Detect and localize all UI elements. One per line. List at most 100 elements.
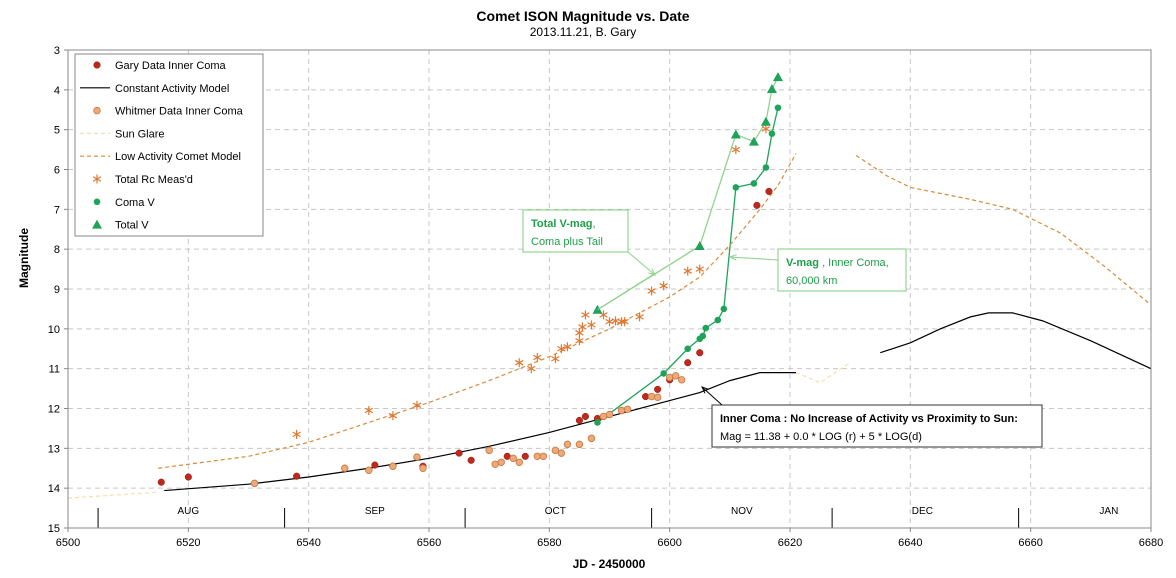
month-label: SEP <box>365 506 385 517</box>
total-rc-meas-d-point <box>575 336 584 346</box>
y-tick-label: 3 <box>54 45 60 57</box>
gary-data-inner-coma-point <box>455 449 463 457</box>
legend-label: Total Rc Meas'd <box>115 174 193 186</box>
gary-data-inner-coma-point <box>575 416 583 425</box>
v-mag-rest: , Inner Coma, <box>819 257 889 269</box>
v-mag-arrow <box>729 256 779 261</box>
whitmer-data-inner-coma-point <box>587 434 596 443</box>
gary-data-inner-coma-point <box>293 472 301 480</box>
x-tick-label: 6560 <box>417 537 441 549</box>
total-rc-meas-d-point <box>731 145 741 155</box>
total-v-point <box>760 116 771 126</box>
whitmer-data-inner-coma-point <box>557 449 566 457</box>
x-tick-label: 6640 <box>898 537 922 549</box>
x-tick-label: 6600 <box>657 537 681 549</box>
total-rc-meas-d-legend-swatch <box>92 174 102 184</box>
x-tick-label: 6500 <box>56 537 80 549</box>
month-label: OCT <box>545 506 566 517</box>
whitmer-data-inner-coma-point <box>419 464 427 472</box>
legend-label: Whitmer Data Inner Coma <box>115 106 244 118</box>
month-label: DEC <box>912 506 933 517</box>
total-rc-meas-d-point <box>659 281 668 291</box>
total-v-bold: Total V-mag <box>531 218 593 230</box>
month-band: AUG SEP OCT NOV DEC JAN <box>97 506 1118 528</box>
x-tick-label: 6540 <box>296 537 320 549</box>
whitmer-data-inner-coma-point <box>671 372 680 380</box>
whitmer-data-inner-coma-point <box>497 458 505 466</box>
gary-data-inner-coma-point <box>581 412 589 421</box>
coma-v-point <box>720 305 728 313</box>
gary-data-inner-coma-point <box>753 201 761 209</box>
legend-label: Total V <box>115 220 149 232</box>
whitmer-data-inner-coma-point <box>515 458 523 466</box>
month-label: AUG <box>177 506 199 517</box>
x-tick-label: 6520 <box>176 537 200 549</box>
sun-glare-line <box>795 362 851 384</box>
y-tick-label: 12 <box>48 404 60 416</box>
gary-data-inner-coma-point <box>521 452 529 460</box>
whitmer-data-inner-coma-point <box>605 410 614 419</box>
v-mag-line2: 60,000 km <box>786 275 837 287</box>
y-tick-label: 10 <box>48 324 60 336</box>
total-v-line1: Total V-mag, <box>531 218 596 230</box>
y-tick-label: 8 <box>54 244 60 256</box>
coma-v-point <box>774 104 782 112</box>
total-v-leader <box>597 273 655 311</box>
y-axis-label: Magnitude <box>17 228 31 288</box>
total-rc-meas-d-point <box>635 312 644 322</box>
annotations: Total V-mag, Coma plus Tail V-mag , Inner … <box>522 209 1043 448</box>
month-label: JAN <box>1099 506 1118 517</box>
gary-data-inner-coma-point <box>696 349 704 357</box>
x-tick-label: 6620 <box>778 537 802 549</box>
total-rc-meas-d-point <box>647 286 656 296</box>
gary-data-inner-coma-point <box>684 359 692 367</box>
total-rc-meas-d-point <box>515 358 524 368</box>
total-rc-meas-d-point <box>533 353 542 363</box>
sun-glare-line <box>67 491 159 499</box>
whitmer-data-inner-coma-point <box>509 454 517 462</box>
whitmer-data-inner-coma-point <box>389 462 397 470</box>
total-v-point <box>748 136 759 146</box>
total-rc-meas-d-point <box>388 411 398 421</box>
v-mag-line1: V-mag , Inner Coma, <box>786 257 889 269</box>
total-v-point <box>772 72 783 82</box>
inner-coma-line1: Inner Coma : No Increase of Activity vs … <box>720 413 1018 425</box>
inner-coma-arrow <box>701 386 723 406</box>
coma-v-point <box>684 345 692 353</box>
gary-data-inner-coma-point <box>765 187 773 195</box>
inner-coma-bold: Inner Coma : No Increase of Activity vs … <box>720 413 1018 425</box>
total-v-point <box>766 84 777 94</box>
inner-coma-box <box>711 404 1043 448</box>
whitmer-data-inner-coma-point <box>653 393 662 402</box>
whitmer-data-inner-coma-point <box>341 464 349 472</box>
total-v-point <box>730 129 741 139</box>
month-label: NOV <box>731 506 753 517</box>
y-tick-label: 9 <box>54 284 60 296</box>
v-mag-arrow-head <box>728 254 737 261</box>
legend-label: Gary Data Inner Coma <box>115 60 227 72</box>
coma-v-legend-swatch <box>93 198 101 206</box>
total-v-point <box>694 240 705 250</box>
coma-v-point <box>699 332 707 340</box>
whitmer-data-inner-coma-point <box>413 453 421 461</box>
coma-v-point <box>750 180 758 187</box>
series-layer <box>67 72 1152 499</box>
total-rc-meas-d-point <box>551 354 560 364</box>
v-mag-box <box>777 248 907 292</box>
legend: Gary Data Inner Coma Constant Activity Mo… <box>74 53 264 237</box>
x-axis: 6500 6520 6540 6560 6580 6600 6620 6640 6660 6680 <box>56 528 1163 549</box>
total-v-box <box>522 209 629 253</box>
x-tick-label: 6680 <box>1139 537 1163 549</box>
total-rc-meas-d-point <box>527 364 536 374</box>
whitmer-data-inner-coma-point <box>647 392 656 401</box>
y-tick-label: 5 <box>54 125 60 137</box>
gary-data-inner-coma-point <box>503 452 511 460</box>
y-tick-label: 11 <box>49 364 60 376</box>
chart-subtitle: 2013.11.21, B. Gary <box>530 25 637 39</box>
total-rc-meas-d-point <box>587 320 596 330</box>
legend-label: Coma V <box>115 197 155 209</box>
coma-v-point <box>762 164 770 171</box>
coma-v-point <box>714 316 722 324</box>
total-rc-meas-d-point <box>563 342 572 352</box>
y-tick-label: 15 <box>48 523 60 535</box>
